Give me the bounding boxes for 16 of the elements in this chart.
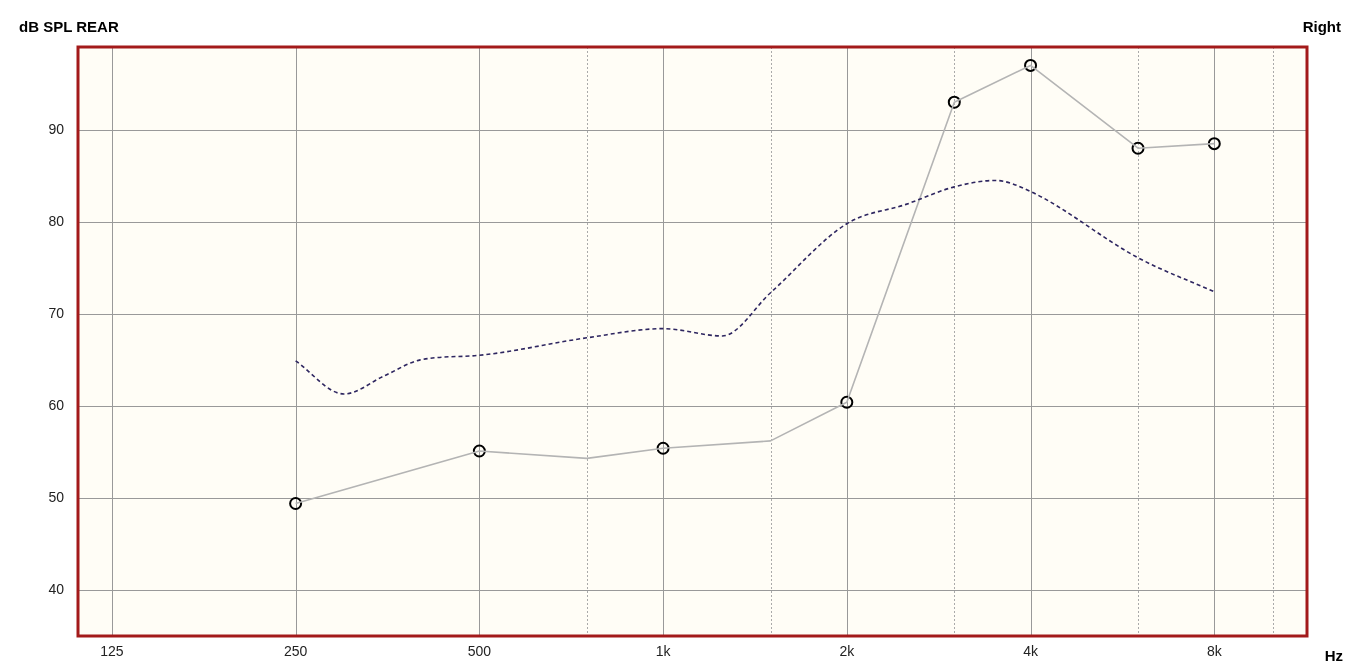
y-tick-label: 50 xyxy=(48,488,65,505)
y-axis-title: dB SPL REAR xyxy=(19,18,119,35)
y-tick-label: 90 xyxy=(48,120,65,137)
y-tick-label: 40 xyxy=(48,580,65,597)
y-tick-label: 60 xyxy=(48,396,65,413)
x-axis-title: Hz xyxy=(1324,647,1343,664)
y-tick-label: 70 xyxy=(48,304,65,321)
x-tick-label: 4k xyxy=(1023,643,1039,660)
x-tick-label: 125 xyxy=(100,643,124,660)
chart-title: Right xyxy=(1302,18,1341,35)
x-tick-label: 2k xyxy=(839,643,856,660)
x-tick-label: 8k xyxy=(1206,643,1223,660)
x-tick-label: 1k xyxy=(655,643,672,660)
x-tick-label: 500 xyxy=(467,643,492,660)
y-tick-label: 80 xyxy=(48,212,65,229)
x-tick-label: 250 xyxy=(283,643,308,660)
